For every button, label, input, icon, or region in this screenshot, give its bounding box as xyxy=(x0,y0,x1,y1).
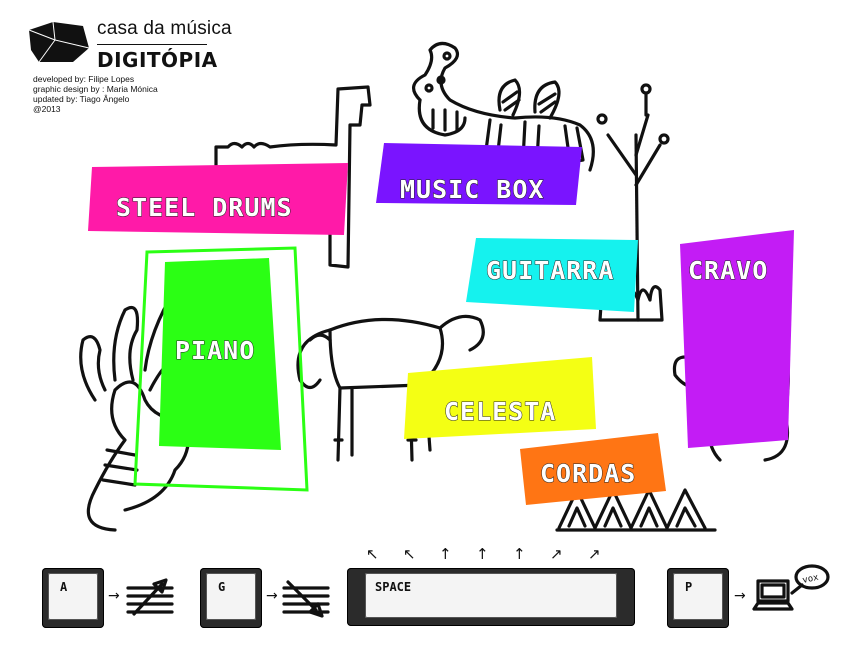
key-space[interactable]: SPACE xyxy=(347,568,635,626)
up-arrow-icon: ↑ xyxy=(439,545,452,563)
arrow-right-icon: → xyxy=(108,588,120,604)
celesta-banner-shape xyxy=(404,357,596,439)
arrow-right-icon: → xyxy=(266,588,278,604)
pitch-up-icon xyxy=(126,578,174,616)
arrow-right-icon: → xyxy=(734,588,746,604)
key-a-label: A xyxy=(60,580,68,594)
casa-da-musica-logo-icon xyxy=(28,22,90,63)
guitarra-label: GUITARRA xyxy=(485,256,615,286)
steel-drums-creature-icon xyxy=(214,85,372,269)
svg-text:vox: vox xyxy=(802,573,821,586)
up-arrow-icon: ↖ xyxy=(366,545,379,563)
cravo-banner-shape xyxy=(680,230,794,448)
pitch-down-icon xyxy=(282,580,330,618)
brand-name: casa da música xyxy=(97,18,232,39)
cordas-label: CORDAS xyxy=(539,459,637,489)
credit-developer: developed by: Filipe Lopes xyxy=(33,74,135,84)
celesta-label: CELESTA xyxy=(443,397,557,427)
guitarra-banner-shape xyxy=(466,238,638,312)
cravo-label: CRAVO xyxy=(687,256,769,286)
credit-design: graphic design by : Maria Mónica xyxy=(33,84,158,94)
music-box-label: MUSIC BOX xyxy=(399,175,545,205)
up-arrow-icon: ↑ xyxy=(476,545,489,563)
up-arrow-icon: ↗ xyxy=(588,545,601,563)
product-name: DIGITÓPIA xyxy=(97,48,218,72)
up-arrow-icon: ↗ xyxy=(550,545,563,563)
key-p[interactable]: P xyxy=(667,568,729,628)
piano-label: PIANO xyxy=(174,336,256,366)
logo-divider xyxy=(97,44,207,45)
cordas-banner-shape xyxy=(520,433,666,505)
credits: developed by: Filipe Lopes graphic desig… xyxy=(33,74,158,114)
up-arrow-icon: ↖ xyxy=(403,545,416,563)
piano-banner-shape xyxy=(133,246,309,492)
guitarra-button[interactable]: GUITARRA xyxy=(466,238,638,312)
key-g-label: G xyxy=(218,580,226,594)
music-box-banner-shape xyxy=(376,143,582,205)
key-p-label: P xyxy=(685,580,693,594)
key-space-label: SPACE xyxy=(375,580,412,594)
piano-button[interactable]: PIANO xyxy=(133,246,309,492)
music-box-button[interactable]: MUSIC BOX xyxy=(376,143,582,205)
computer-sound-icon: vox xyxy=(752,564,830,611)
key-a[interactable]: A xyxy=(42,568,104,628)
credit-year: @2013 xyxy=(33,104,61,114)
key-g[interactable]: G xyxy=(200,568,262,628)
cordas-button[interactable]: CORDAS xyxy=(520,433,666,505)
cravo-button[interactable]: CRAVO xyxy=(680,230,795,448)
celesta-button[interactable]: CELESTA xyxy=(404,357,596,439)
steel-drums-label: STEEL DRUMS xyxy=(116,193,293,223)
credit-update: updated by: Tiago Ângelo xyxy=(33,94,130,104)
steel-drums-banner-shape xyxy=(88,163,348,235)
up-arrow-icon: ↑ xyxy=(513,545,526,563)
steel-drums-button[interactable]: STEEL DRUMS xyxy=(88,163,350,235)
celesta-animal-creature-icon xyxy=(296,314,485,462)
music-box-creature-icon xyxy=(412,41,595,172)
